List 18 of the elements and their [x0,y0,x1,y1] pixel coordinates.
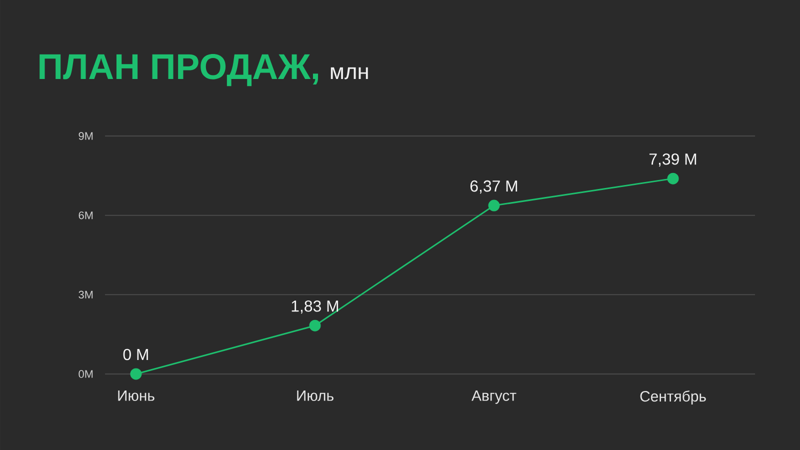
x-tick-label: Сентябрь [640,390,706,405]
y-tick-label: 6M [78,211,93,220]
point [309,320,321,332]
data-label: 6,37 M [470,180,518,194]
data-label: 7,39 M [649,153,696,167]
chart-subtitle: млн [330,67,368,80]
y-tick-label: 0M [78,370,93,378]
x-tick-label: Август [472,390,516,404]
x-tick-label: Июль [297,390,334,401]
data-label: 1,83 M [292,300,338,314]
point [667,172,679,184]
y-tick-label: 9M [78,132,93,140]
data-label: 0 M [123,348,148,360]
chart-title: ПЛАН ПРОДАЖ, [40,54,318,86]
x-tick-label: Июнь [118,390,154,401]
y-tick-label: 3M [78,290,93,299]
point [488,200,500,212]
point [130,368,142,380]
